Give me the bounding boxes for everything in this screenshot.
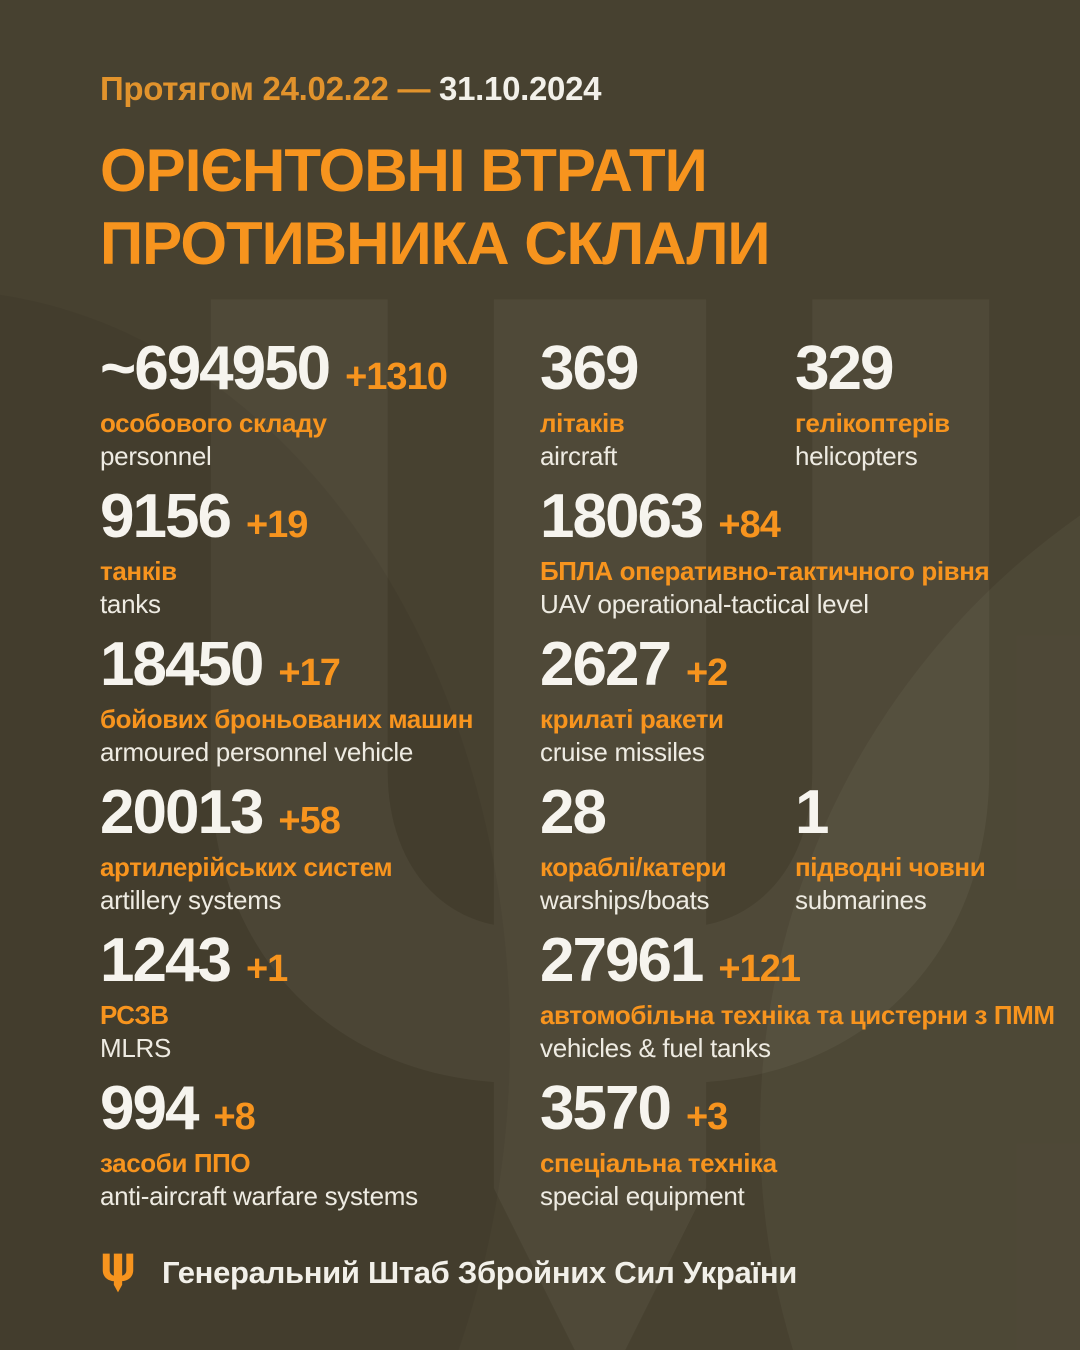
stat-label-en: artillery systems	[100, 885, 282, 916]
stat-value: 20013	[100, 778, 264, 848]
stat-label-ua: крилаті ракети	[540, 704, 724, 735]
stat-label-ua: літаків	[540, 408, 625, 439]
stat-label-ua: танків	[100, 556, 177, 587]
stat-delta: +1310	[345, 356, 448, 399]
stat-delta: +3	[685, 1096, 728, 1139]
stat-delta: +1	[245, 948, 288, 991]
stat-label-ua: підводні човни	[795, 852, 986, 883]
stat-submarines: 1 підводні човни submarines	[795, 778, 986, 930]
stat-label-ua: кораблі/катери	[540, 852, 727, 883]
stat-label-ua: РСЗВ	[100, 1000, 169, 1031]
stat-armoured-vehicles: 18450 +17 бойових броньованих машин armo…	[100, 634, 540, 782]
page-title: ОРІЄНТОВНІ ВТРАТИ ПРОТИВНИКА СКЛАЛИ	[100, 134, 980, 280]
stat-label-en: armoured personnel vehicle	[100, 737, 414, 768]
stat-personnel: ~694950 +1310 особового складу personnel	[100, 338, 540, 486]
stat-label-ua: гелікоптерів	[795, 408, 950, 439]
stat-value: 1243	[100, 926, 232, 996]
stat-value: 369	[540, 334, 639, 404]
stat-helicopters: 329 гелікоптерів helicopters	[795, 338, 985, 486]
footer: Генеральний Штаб Збройних Сил України	[100, 1248, 980, 1298]
stat-value: 3570	[540, 1074, 672, 1144]
stat-label-en: anti-aircraft warfare systems	[100, 1181, 418, 1212]
stat-value: 329	[795, 334, 894, 404]
title-line-1: ОРІЄНТОВНІ ВТРАТИ	[100, 136, 708, 204]
stat-vehicles-fuel-tanks: 27961 +121 автомобільна техніка та цисте…	[540, 926, 1055, 1078]
stat-value: 27961	[540, 926, 704, 996]
stat-warships: 28 кораблі/катери warships/boats	[540, 782, 795, 930]
stat-uav: 18063 +84 БПЛА оперативно-тактичного рів…	[540, 482, 990, 634]
period-label: Протягом 24.02.22 —	[100, 70, 431, 107]
footer-organization: Генеральний Штаб Збройних Сил України	[162, 1255, 797, 1291]
losses-grid: ~694950 +1310 особового складу personnel…	[100, 338, 1055, 1226]
stat-label-ua: спеціальна техніка	[540, 1148, 777, 1179]
stat-delta: +121	[718, 948, 801, 991]
stat-value: 994	[100, 1074, 199, 1144]
stat-cruise-missiles: 2627 +2 крилаті ракети cruise missiles	[540, 634, 985, 782]
stat-label-ua: бойових броньованих машин	[100, 704, 474, 735]
stat-aircraft: 369 літаків aircraft	[540, 338, 795, 486]
stat-label-en: helicopters	[795, 441, 918, 472]
tryzub-icon	[102, 1253, 134, 1293]
stat-label-en: MLRS	[100, 1033, 172, 1064]
stat-value: 9156	[100, 482, 232, 552]
stat-label-en: vehicles & fuel tanks	[540, 1033, 771, 1064]
stat-label-ua: артилерійських систем	[100, 852, 393, 883]
period-date: 31.10.2024	[439, 70, 602, 107]
stat-label-ua: особового складу	[100, 408, 327, 439]
stat-value: 28	[540, 778, 607, 848]
stat-label-en: tanks	[100, 589, 161, 620]
stat-label-en: aircraft	[540, 441, 618, 472]
stat-value: 1	[795, 778, 830, 848]
date-range: Протягом 24.02.22 — 31.10.2024	[100, 70, 980, 108]
stat-label-ua: засоби ППО	[100, 1148, 251, 1179]
stat-label-en: cruise missiles	[540, 737, 705, 768]
stat-label-ua: БПЛА оперативно-тактичного рівня	[540, 556, 990, 587]
stat-artillery: 20013 +58 артилерійських систем artiller…	[100, 782, 540, 930]
stat-label-en: special equipment	[540, 1181, 745, 1212]
stat-value: ~694950	[100, 334, 331, 404]
stat-delta: +84	[718, 504, 780, 547]
title-line-2: ПРОТИВНИКА СКЛАЛИ	[100, 210, 771, 278]
poster-content: Протягом 24.02.22 — 31.10.2024 ОРІЄНТОВН…	[0, 70, 1080, 1298]
stat-label-en: warships/boats	[540, 885, 710, 916]
stat-value: 18063	[540, 482, 704, 552]
stat-delta: +19	[245, 504, 308, 547]
stat-delta: +58	[278, 800, 340, 843]
stat-mlrs: 1243 +1 РСЗВ MLRS	[100, 930, 540, 1078]
stat-delta: +8	[213, 1096, 255, 1139]
stat-tanks: 9156 +19 танків tanks	[100, 486, 540, 634]
stat-value: 18450	[100, 630, 264, 700]
stat-label-en: UAV operational-tactical level	[540, 589, 869, 620]
stat-anti-aircraft: 994 +8 засоби ППО anti-aircraft warfare …	[100, 1078, 540, 1226]
stat-label-ua: автомобільна техніка та цистерни з ПММ	[540, 1000, 1055, 1031]
stat-label-en: personnel	[100, 441, 212, 472]
stat-value: 2627	[540, 630, 672, 700]
stat-delta: +2	[685, 652, 728, 695]
stat-label-en: submarines	[795, 885, 927, 916]
stat-special-equipment: 3570 +3 спеціальна техніка special equip…	[540, 1078, 985, 1226]
stat-delta: +17	[278, 652, 340, 695]
